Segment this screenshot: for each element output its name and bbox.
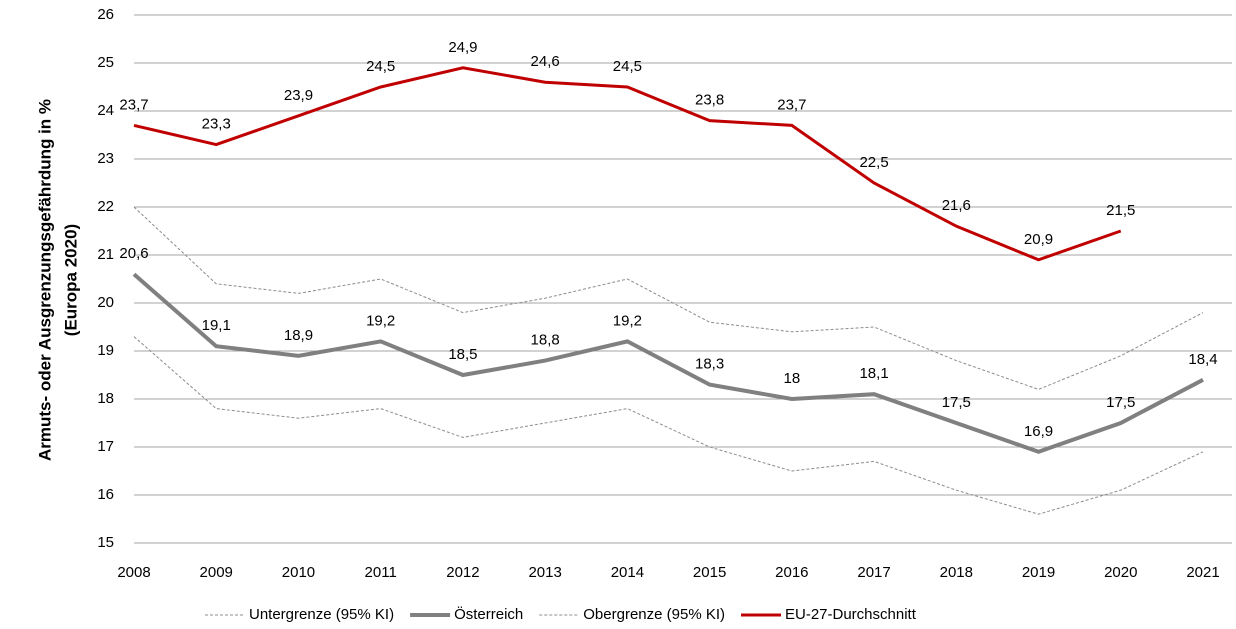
- y-tick-label: 17: [97, 438, 114, 455]
- data-label: 18,1: [859, 365, 888, 382]
- data-label: 21,5: [1106, 202, 1135, 219]
- x-tick-label: 2012: [446, 564, 479, 581]
- x-tick-label: 2008: [117, 564, 150, 581]
- data-label: 19,2: [613, 312, 642, 329]
- x-tick-label: 2015: [693, 564, 726, 581]
- y-tick-label: 15: [97, 534, 114, 551]
- line: [133, 66, 1122, 262]
- data-label: 19,2: [366, 312, 395, 329]
- x-tick-label: 2016: [775, 564, 808, 581]
- line: [133, 336, 1204, 515]
- x-tick-label: 2011: [365, 564, 397, 581]
- y-tick-label: 23: [97, 150, 114, 167]
- legend-label: Österreich: [454, 605, 523, 623]
- data-label: 17,5: [1106, 394, 1135, 411]
- y-tick-label: 25: [97, 54, 114, 71]
- data-label: 24,6: [531, 53, 560, 70]
- data-label: 18,5: [448, 346, 477, 363]
- data-label: 23,3: [202, 116, 231, 133]
- x-tick-label: 2010: [282, 564, 315, 581]
- data-label: 18,8: [531, 332, 560, 349]
- data-label: 16,9: [1024, 423, 1053, 440]
- y-tick-label: 24: [97, 102, 114, 119]
- x-tick-label: 2009: [200, 564, 233, 581]
- x-tick-label: 2014: [611, 564, 644, 581]
- data-label: 21,6: [942, 197, 971, 214]
- data-label: 24,9: [448, 39, 477, 56]
- data-label: 20,6: [119, 245, 148, 262]
- x-tick-label: 2018: [940, 564, 973, 581]
- line: [133, 206, 1204, 390]
- x-tick-label: 2013: [528, 564, 561, 581]
- legend-label: Untergrenze (95% KI): [249, 606, 394, 623]
- x-tick-label: 2017: [857, 564, 890, 581]
- legend-label: Obergrenze (95% KI): [583, 606, 725, 623]
- y-axis-title: (Europa 2020): [61, 224, 80, 336]
- y-tick-label: 20: [97, 294, 114, 311]
- x-tick-label: 2020: [1104, 564, 1137, 581]
- data-label: 24,5: [366, 58, 395, 75]
- y-tick-label: 26: [97, 6, 114, 23]
- data-label: 19,1: [202, 317, 231, 334]
- y-tick-label: 19: [97, 342, 114, 359]
- data-label: 23,8: [695, 92, 724, 109]
- data-label: 18: [784, 370, 801, 387]
- y-tick-label: 22: [97, 198, 114, 215]
- data-label: 23,9: [284, 87, 313, 104]
- data-label: 24,5: [613, 58, 642, 75]
- data-label: 18,3: [695, 356, 724, 373]
- data-label: 17,5: [942, 394, 971, 411]
- data-label: 23,7: [777, 96, 806, 113]
- legend-label: EU-27-Durchschnitt: [785, 606, 917, 623]
- y-tick-label: 21: [97, 246, 114, 263]
- data-label: 23,7: [119, 96, 148, 113]
- x-tick-label: 2021: [1186, 564, 1219, 581]
- y-tick-label: 18: [97, 390, 114, 407]
- y-tick-label: 16: [97, 486, 114, 503]
- line: [132, 272, 1204, 454]
- x-tick-label: 2019: [1022, 564, 1055, 581]
- y-axis-title: Armuts- oder Ausgrenzungsgefährdung in %: [35, 99, 54, 461]
- data-label: 18,9: [284, 327, 313, 344]
- data-label: 18,4: [1188, 351, 1217, 368]
- data-label: 20,9: [1024, 231, 1053, 248]
- data-label: 22,5: [859, 154, 888, 171]
